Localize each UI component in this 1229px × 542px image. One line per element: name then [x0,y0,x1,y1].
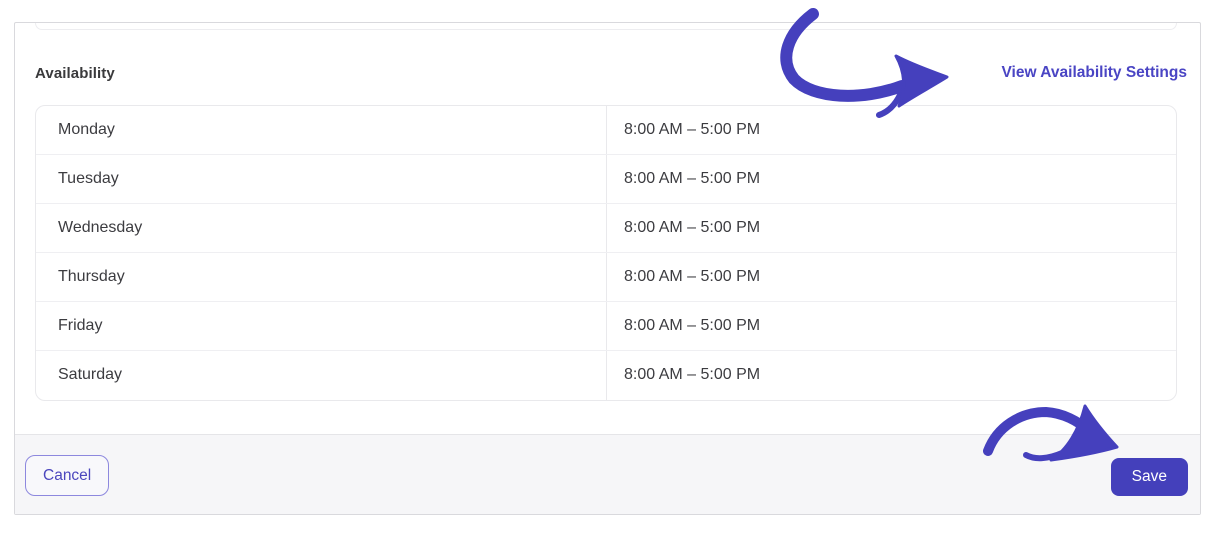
day-cell: Wednesday [58,219,143,236]
hours-cell: 8:00 AM – 5:00 PM [606,351,1176,400]
section-title: Availability [35,64,115,82]
section-header: Availability View Availability Settings [35,61,1187,85]
table-row: Friday 8:00 AM – 5:00 PM [36,302,1176,351]
hours-cell: 8:00 AM – 5:00 PM [606,204,1176,252]
hours-cell: 8:00 AM – 5:00 PM [606,155,1176,203]
cancel-button[interactable]: Cancel [25,455,110,496]
hours-cell: 8:00 AM – 5:00 PM [606,253,1176,301]
day-cell: Monday [58,121,115,138]
day-cell: Tuesday [58,170,119,187]
day-cell: Friday [58,317,103,334]
table-row: Tuesday 8:00 AM – 5:00 PM [36,155,1176,204]
availability-panel: Availability View Availability Settings … [14,22,1201,515]
availability-table: Monday 8:00 AM – 5:00 PM Tuesday 8:00 AM… [35,105,1177,401]
save-button[interactable]: Save [1110,458,1188,496]
day-cell: Thursday [58,268,125,285]
table-row: Wednesday 8:00 AM – 5:00 PM [36,204,1176,253]
hours-cell: 8:00 AM – 5:00 PM [606,302,1176,350]
view-availability-settings-link[interactable]: View Availability Settings [1001,64,1188,81]
day-cell: Saturday [58,366,123,383]
previous-section-edge [35,23,1177,30]
panel-footer: Cancel Save [15,434,1200,514]
table-row: Thursday 8:00 AM – 5:00 PM [36,253,1176,302]
hours-cell: 8:00 AM – 5:00 PM [606,106,1176,154]
table-row: Saturday 8:00 AM – 5:00 PM [36,351,1176,400]
table-row: Monday 8:00 AM – 5:00 PM [36,106,1176,155]
